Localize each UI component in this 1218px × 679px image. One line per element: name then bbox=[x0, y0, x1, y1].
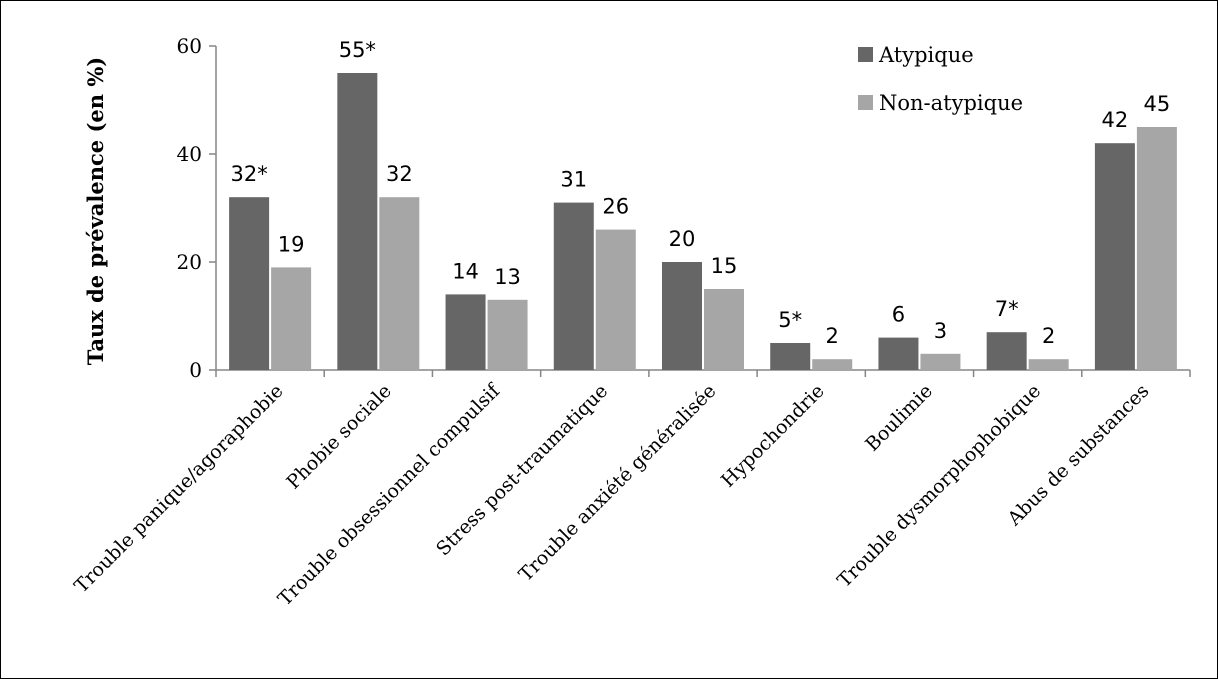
data-label: 2 bbox=[1042, 324, 1055, 348]
bar-atypique bbox=[878, 337, 919, 370]
bar-non-atypique bbox=[704, 289, 744, 370]
legend-label-non-atypique: Non-atypique bbox=[879, 91, 1023, 115]
category-label: Hypochondrie bbox=[717, 380, 829, 492]
data-label: 7* bbox=[995, 297, 1019, 321]
category-label: Trouble obsessionnel compulsif bbox=[274, 379, 506, 611]
bar-non-atypique bbox=[271, 267, 312, 370]
bar-non-atypique bbox=[379, 197, 420, 370]
legend: Atypique Non-atypique bbox=[858, 43, 1023, 115]
bar-atypique bbox=[662, 262, 702, 370]
data-label: 55* bbox=[339, 38, 376, 62]
data-label: 14 bbox=[452, 259, 479, 283]
bar-atypique bbox=[770, 343, 811, 370]
data-label: 19 bbox=[278, 232, 305, 256]
y-tick-label: 20 bbox=[177, 250, 202, 274]
data-label: 15 bbox=[711, 254, 738, 278]
bars bbox=[229, 73, 1177, 370]
data-label: 32* bbox=[230, 162, 267, 186]
bar-non-atypique bbox=[1028, 359, 1069, 370]
category-label: Trouble panique/agoraphobie bbox=[70, 380, 287, 597]
data-label: 3 bbox=[934, 319, 947, 343]
bar-atypique bbox=[1094, 143, 1135, 370]
bar-non-atypique bbox=[1136, 127, 1177, 370]
category-label: Trouble anxiété généralisée bbox=[515, 380, 721, 586]
bar-non-atypique bbox=[487, 299, 528, 370]
bar-atypique bbox=[229, 197, 270, 370]
y-ticks: 0 20 40 60 bbox=[177, 34, 1191, 382]
data-label: 13 bbox=[494, 265, 521, 289]
data-label: 5* bbox=[778, 308, 802, 332]
category-label: Trouble dysmorphophobique bbox=[833, 380, 1045, 592]
legend-swatch-atypique bbox=[858, 47, 873, 62]
data-label: 6 bbox=[892, 303, 905, 327]
bar-non-atypique bbox=[920, 353, 961, 370]
bar-atypique bbox=[337, 73, 378, 370]
category-label: Boulimie bbox=[861, 380, 937, 456]
legend-swatch-non-atypique bbox=[858, 95, 873, 110]
data-label: 2 bbox=[826, 324, 839, 348]
bar-atypique bbox=[553, 202, 594, 370]
data-label: 26 bbox=[602, 195, 629, 219]
category-label: Phobie sociale bbox=[282, 380, 396, 494]
y-tick-label: 0 bbox=[189, 358, 202, 382]
legend-label-atypique: Atypique bbox=[878, 43, 974, 67]
bar-atypique bbox=[445, 294, 486, 370]
data-label: 31 bbox=[560, 168, 587, 192]
axes bbox=[215, 46, 1190, 371]
data-label: 45 bbox=[1144, 92, 1171, 116]
y-axis-label: Taux de prévalence (en %) bbox=[83, 57, 108, 365]
bar-non-atypique bbox=[812, 359, 853, 370]
data-label: 42 bbox=[1102, 108, 1129, 132]
category-label: Stress post-traumatique bbox=[432, 380, 612, 560]
y-tick-label: 40 bbox=[177, 142, 202, 166]
data-label: 32 bbox=[386, 162, 413, 186]
y-tick-label: 60 bbox=[177, 34, 202, 58]
data-label: 20 bbox=[669, 227, 696, 251]
bar-non-atypique bbox=[595, 229, 636, 370]
bar-atypique bbox=[986, 332, 1027, 370]
